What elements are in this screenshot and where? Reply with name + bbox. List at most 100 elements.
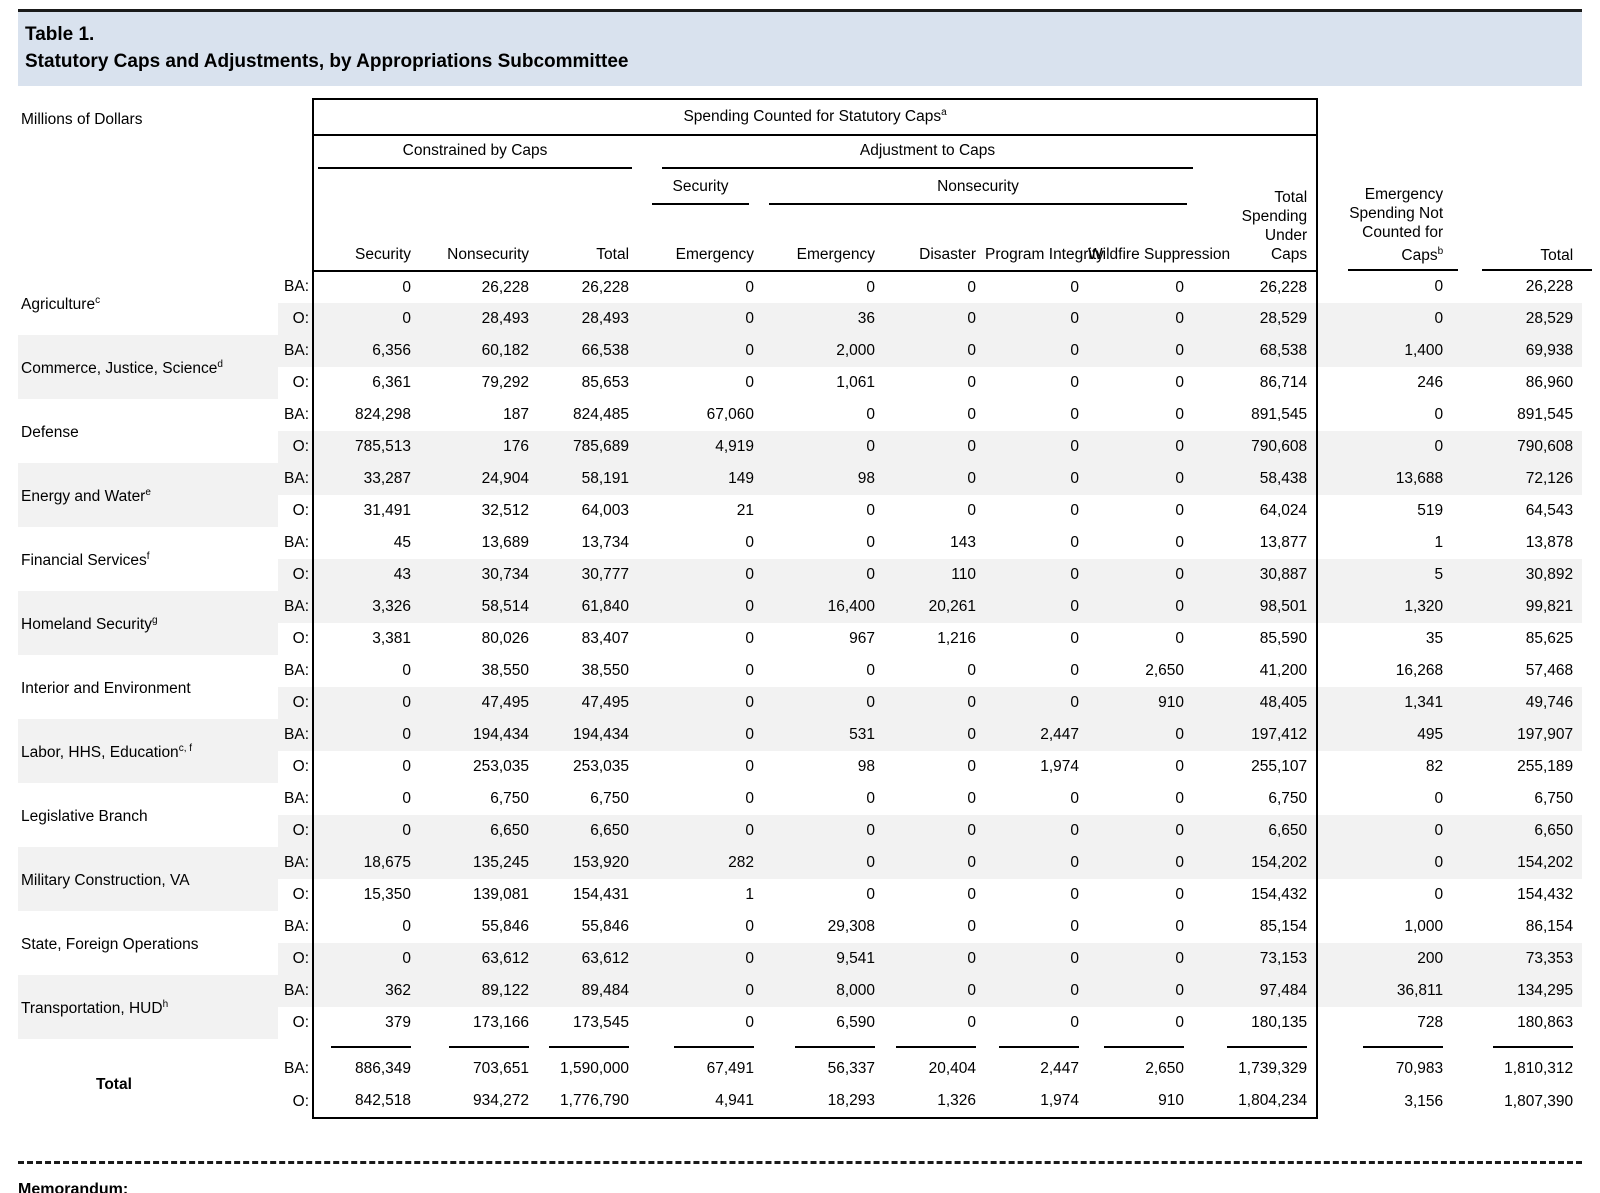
value-cell: 0 [1070, 822, 1080, 839]
value-cell: 6,750 [590, 790, 630, 807]
value-cell: 0 [1070, 694, 1080, 711]
value-cell: 58,191 [581, 470, 630, 487]
value-cell: 934,272 [420, 1085, 539, 1119]
value-cell: 886,349 [312, 1052, 421, 1085]
footnote-marker: f [146, 550, 150, 562]
value-cell: 0 [967, 886, 977, 903]
value-cell: 0 [866, 822, 876, 839]
value-cell: 0 [967, 406, 977, 423]
value-cell: 47,495 [581, 694, 630, 711]
table-row: O: 379 173,166 173,545 0 6,590 0 0 0 180… [18, 1007, 1582, 1039]
value-cell: 2,447 [1040, 1059, 1080, 1077]
value-cell: 1 [745, 886, 755, 903]
value-cell: 0 [967, 918, 977, 935]
value-cell: 0 [745, 630, 755, 647]
row-prefix-o: O: [292, 694, 310, 711]
value-cell: 1,400 [1404, 342, 1444, 359]
value-cell: 6,650 [590, 822, 630, 839]
value-cell: 80,026 [481, 630, 530, 647]
spanning-header: Spending Counted for Statutory Capsa [312, 98, 1319, 136]
value-cell: 30,734 [481, 566, 530, 583]
value-cell: 0 [866, 406, 876, 423]
header-spacer [18, 205, 313, 271]
value-cell: 85,653 [581, 374, 630, 391]
value-cell: 21 [736, 502, 755, 519]
row-prefix-o: O: [292, 502, 310, 519]
value-cell: 3,326 [312, 591, 421, 623]
value-cell: 154,202 [1193, 847, 1319, 879]
value-cell: 73,353 [1525, 950, 1574, 967]
table-row: O: 31,491 32,512 64,003 21 0 0 0 0 64,02… [18, 495, 1582, 527]
value-cell: 69,938 [1525, 342, 1574, 359]
value-cell: 0 [312, 783, 421, 815]
col-header-nonsecurity: Nonsecurity [420, 205, 539, 272]
value-cell: 0 [866, 854, 876, 871]
value-cell: 63,612 [481, 950, 530, 967]
value-cell: 29,308 [827, 918, 876, 935]
value-cell: 0 [1070, 342, 1080, 359]
table-row: Defense BA: 824,298 187 824,485 67,060 0… [18, 399, 1582, 441]
value-cell: 0 [312, 655, 421, 687]
value-cell: 5 [1434, 566, 1444, 583]
value-cell: 0 [745, 278, 755, 296]
sum-rule-row [18, 1039, 1582, 1052]
value-cell: 246 [1417, 374, 1444, 391]
value-cell: 362 [312, 975, 421, 1007]
table-body: Agriculturec BA: 0 26,228 26,228 0 0 0 0… [18, 271, 1583, 1039]
footnote-marker: e [145, 486, 151, 498]
value-cell: 0 [1434, 406, 1444, 423]
value-cell: 0 [312, 751, 421, 783]
value-cell: 89,484 [581, 982, 630, 999]
row-prefix-ba: BA: [284, 1059, 310, 1077]
value-cell: 0 [1070, 1014, 1080, 1031]
value-cell: 255,107 [1193, 751, 1319, 783]
value-cell: 0 [1175, 918, 1185, 935]
value-cell: 0 [1070, 470, 1080, 487]
value-cell: 13,688 [1395, 470, 1444, 487]
row-prefix-ba: BA: [284, 406, 310, 423]
value-cell: 0 [1175, 886, 1185, 903]
value-cell: 0 [1175, 342, 1185, 359]
value-cell: 0 [967, 726, 977, 743]
value-cell: 85,625 [1525, 630, 1574, 647]
value-cell: 99,821 [1525, 598, 1574, 615]
value-cell: 0 [312, 943, 421, 975]
value-cell: 61,840 [581, 598, 630, 615]
value-cell: 0 [1175, 630, 1185, 647]
value-cell: 153,920 [572, 854, 630, 871]
value-cell: 0 [967, 470, 977, 487]
value-cell: 6,750 [1534, 790, 1574, 807]
value-cell: 56,337 [827, 1059, 876, 1077]
value-cell: 16,268 [1395, 662, 1444, 679]
value-cell: 0 [1070, 886, 1080, 903]
value-cell: 1,341 [1404, 694, 1444, 711]
row-prefix-ba: BA: [284, 342, 310, 359]
value-cell: 0 [967, 694, 977, 711]
value-cell: 3,381 [312, 623, 421, 655]
document-page: Table 1. Statutory Caps and Adjustments,… [18, 9, 1593, 1193]
value-cell: 0 [1175, 502, 1185, 519]
row-prefix-ba: BA: [284, 598, 310, 615]
value-cell: 67,491 [706, 1059, 755, 1077]
value-cell: 790,608 [1193, 431, 1319, 463]
value-cell: 0 [967, 438, 977, 455]
value-cell: 6,590 [836, 1014, 876, 1031]
value-cell: 85,154 [1193, 911, 1319, 943]
row-label: Commerce, Justice, Scienced [21, 358, 223, 378]
value-cell: 1,739,329 [1193, 1052, 1319, 1085]
value-cell: 6,361 [312, 367, 421, 399]
value-cell: 36 [857, 310, 876, 327]
value-cell: 1,061 [836, 374, 876, 391]
value-cell: 194,434 [472, 726, 530, 743]
value-cell: 531 [849, 726, 876, 743]
value-cell: 0 [1175, 950, 1185, 967]
value-cell: 728 [1417, 1014, 1444, 1031]
value-cell: 0 [1175, 822, 1185, 839]
value-cell: 134,295 [1517, 982, 1574, 999]
value-cell: 0 [745, 534, 755, 551]
row-label: Energy and Watere [21, 486, 151, 506]
value-cell: 55,846 [481, 918, 530, 935]
col-header-security: Security [312, 205, 421, 272]
value-cell: 4,919 [715, 438, 755, 455]
row-label: Legislative Branch [21, 808, 148, 826]
